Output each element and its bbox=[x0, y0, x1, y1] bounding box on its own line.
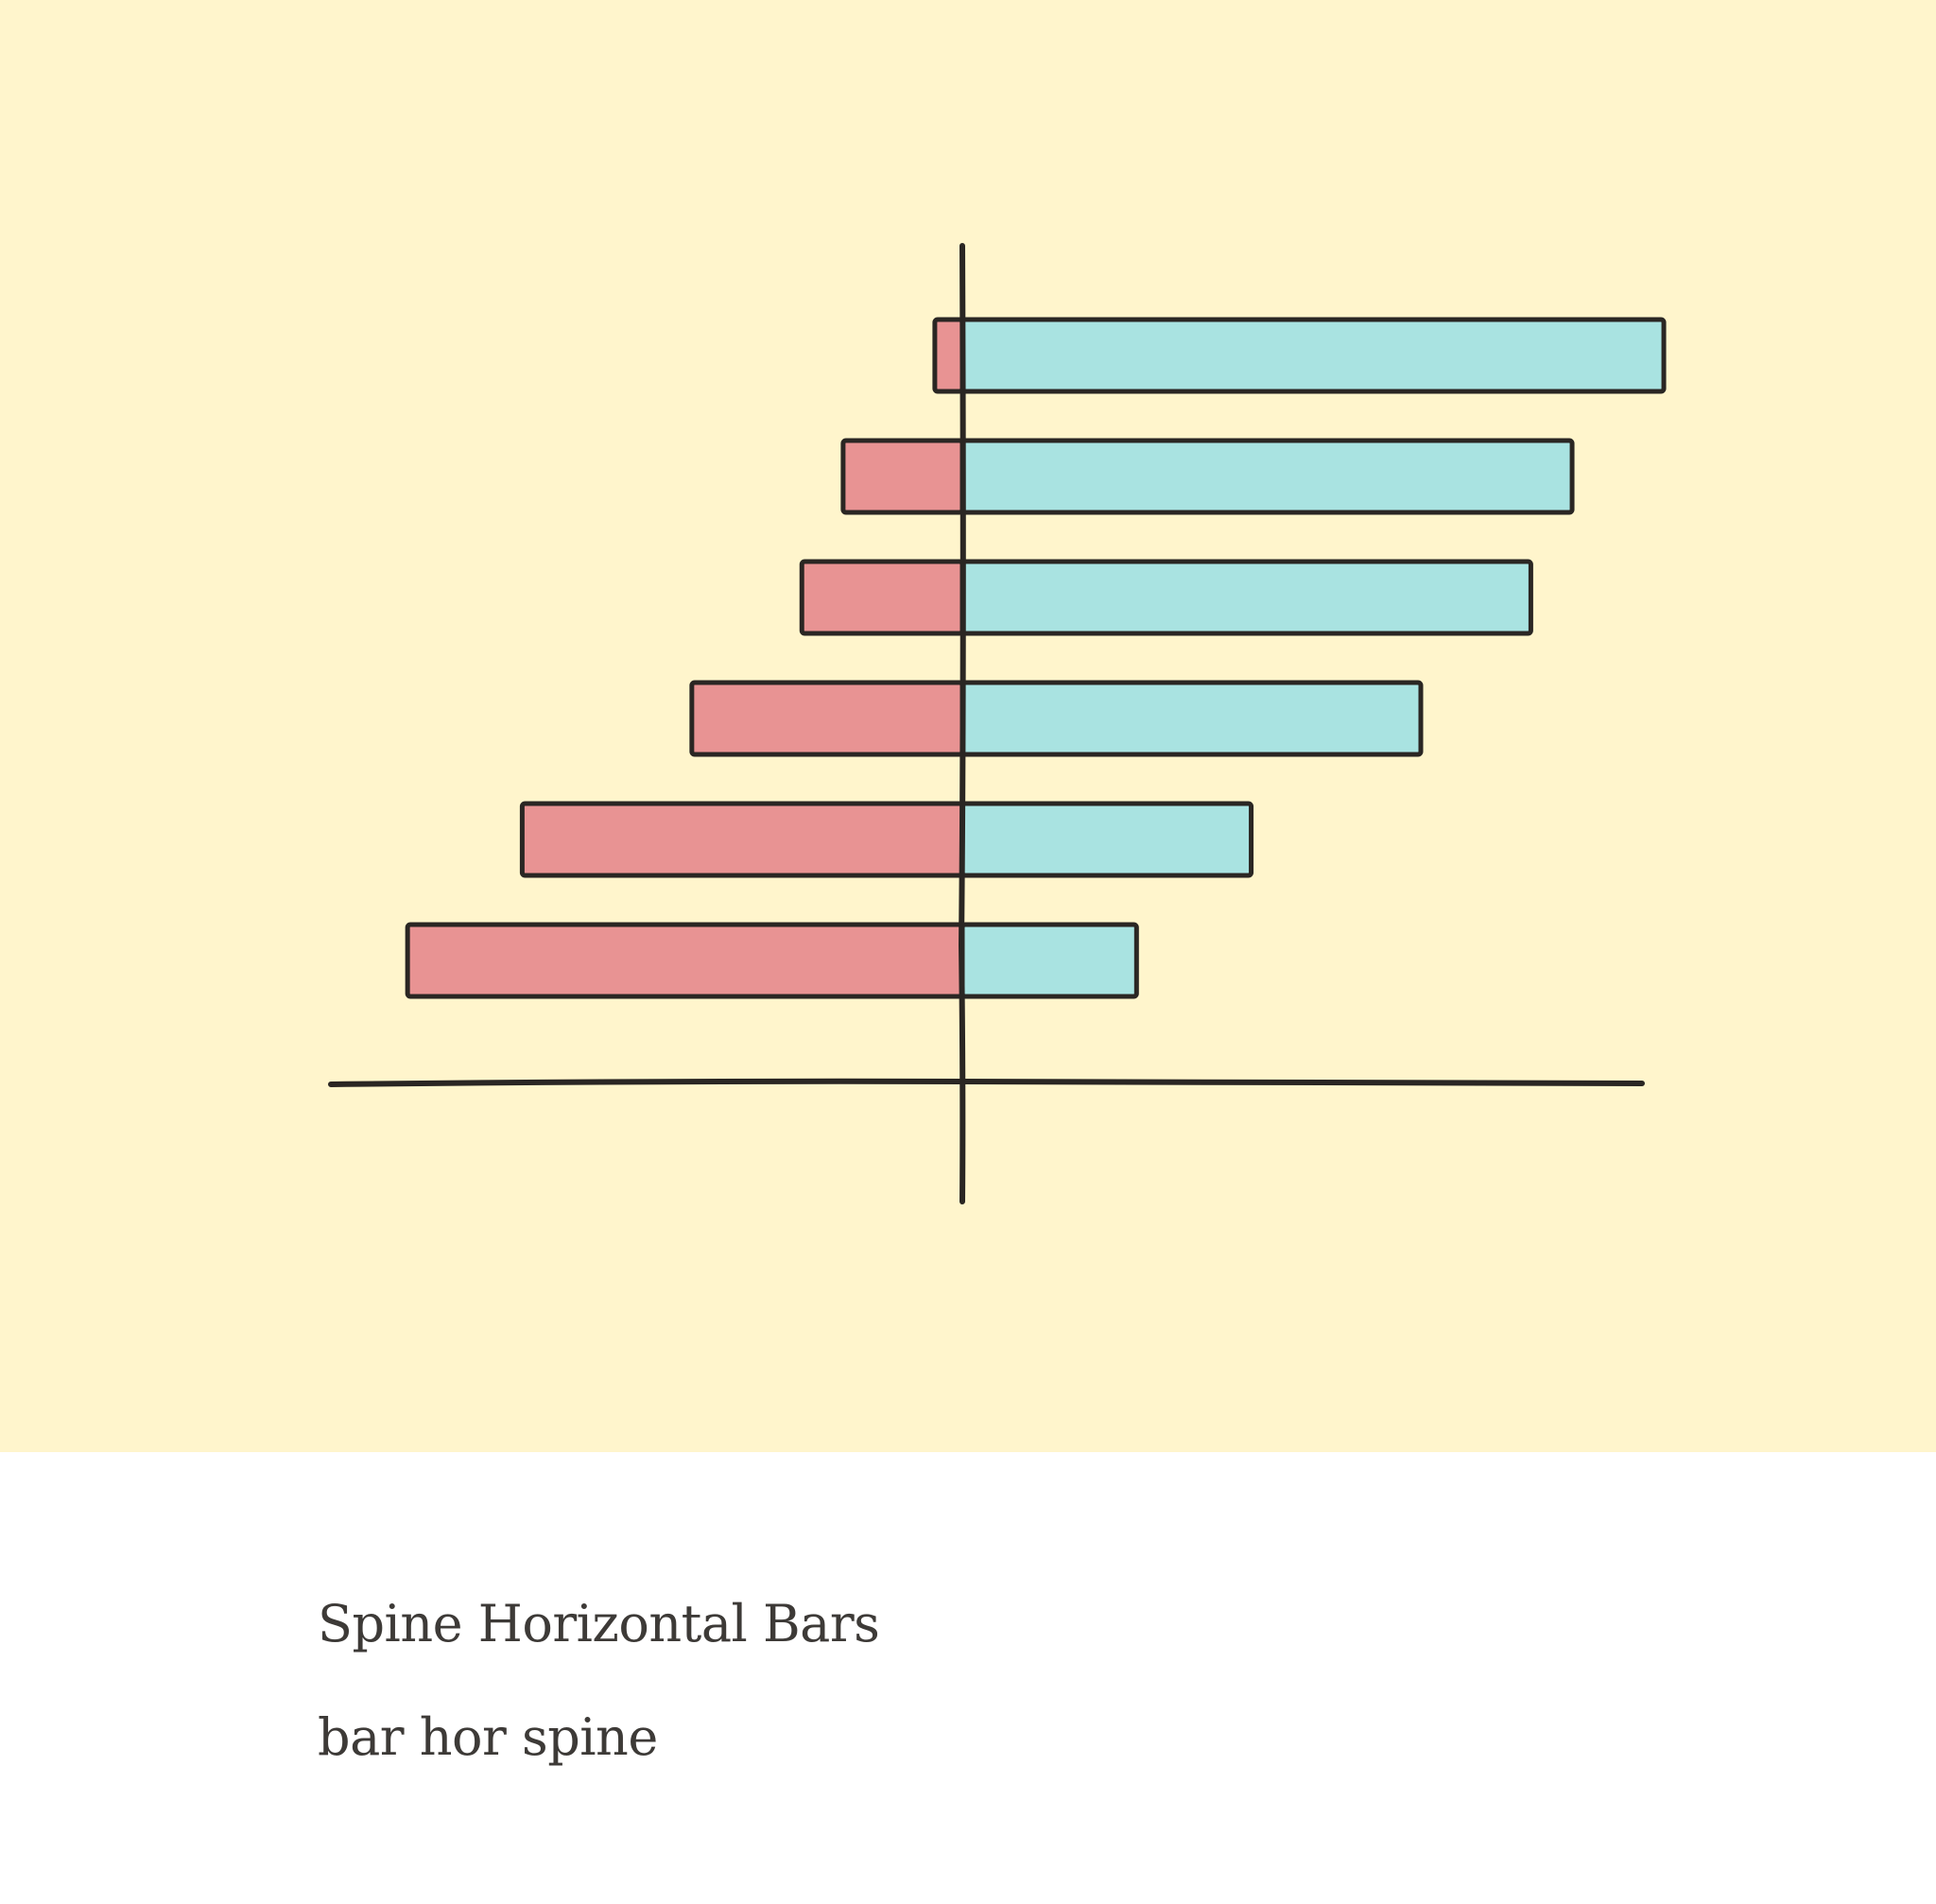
bars-layer bbox=[405, 317, 1667, 999]
bar-negative-2 bbox=[840, 438, 965, 515]
bar-negative-4 bbox=[689, 680, 965, 757]
bar-negative-5 bbox=[519, 801, 965, 878]
caption-title: Spine Horizontal Bars bbox=[318, 1594, 880, 1653]
caption-panel: Spine Horizontal Bars bar hor spine bbox=[0, 1452, 1936, 1904]
bar-negative-3 bbox=[799, 559, 965, 636]
bar-positive-5 bbox=[959, 801, 1254, 878]
bar-negative-6 bbox=[405, 922, 965, 999]
bar-positive-2 bbox=[959, 438, 1575, 515]
bar-positive-1 bbox=[959, 317, 1667, 394]
bar-positive-6 bbox=[959, 922, 1139, 999]
caption-subtitle: bar hor spine bbox=[318, 1707, 658, 1767]
bar-negative-1 bbox=[932, 317, 965, 394]
illustration-panel bbox=[0, 0, 1936, 1452]
spine-axis-line bbox=[958, 243, 966, 1204]
spine-bar-chart bbox=[328, 243, 1667, 1204]
bar-positive-3 bbox=[959, 559, 1533, 636]
x-axis-line bbox=[328, 1078, 1645, 1087]
bar-positive-4 bbox=[959, 680, 1424, 757]
